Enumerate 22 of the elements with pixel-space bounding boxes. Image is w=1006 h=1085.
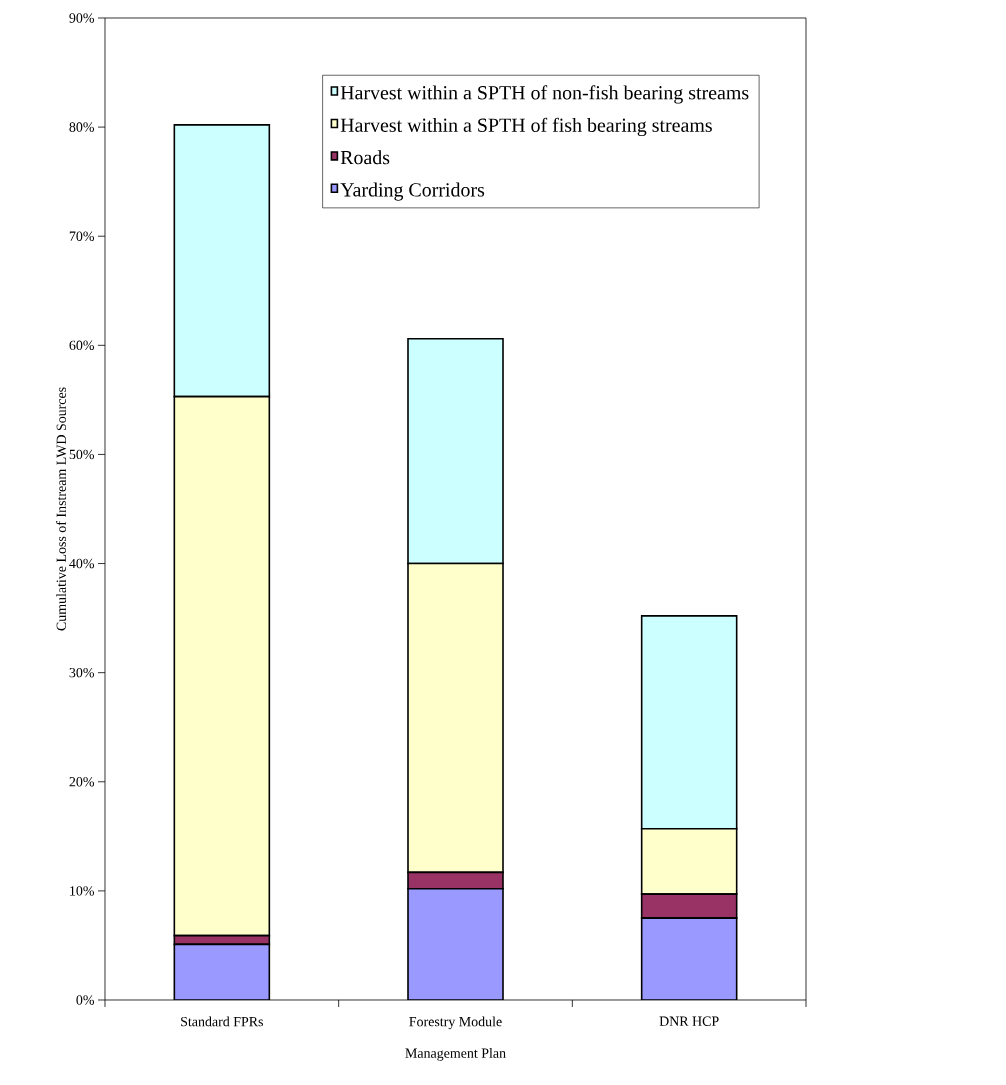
legend-label: Harvest within a SPTH of fish bearing streams xyxy=(340,117,712,137)
bar xyxy=(407,887,504,1000)
y-axis-title: Cumulative Loss of Instream LWD Sources xyxy=(56,387,67,631)
legend-label: Harvest within a SPTH of non-fish bearing streams xyxy=(340,85,749,104)
x-tick-label: Forestry Module xyxy=(409,1016,502,1030)
y-tick-label: 30% xyxy=(69,667,94,678)
legend-label: Roads xyxy=(340,150,390,165)
y-tick-label: 0% xyxy=(76,995,94,1005)
y-tick-label: 90% xyxy=(69,13,94,23)
y-tick-label: 80% xyxy=(69,122,94,132)
legend-label: Yarding Corridors xyxy=(340,182,485,201)
y-tick-label: 60% xyxy=(69,340,94,351)
x-tick-label: DNR HCP xyxy=(659,1016,719,1026)
y-tick-label: 50% xyxy=(69,449,94,460)
x-tick-label: Standard FPRs xyxy=(181,1016,263,1027)
y-tick-label: 70% xyxy=(69,231,94,241)
bar xyxy=(640,917,738,1000)
y-tick-label: 40% xyxy=(69,558,94,569)
y-tick-label: 20% xyxy=(69,777,94,787)
bar xyxy=(173,943,271,1000)
x-axis-title: Management Plan xyxy=(405,1048,506,1061)
y-tick-label: 10% xyxy=(70,886,94,896)
